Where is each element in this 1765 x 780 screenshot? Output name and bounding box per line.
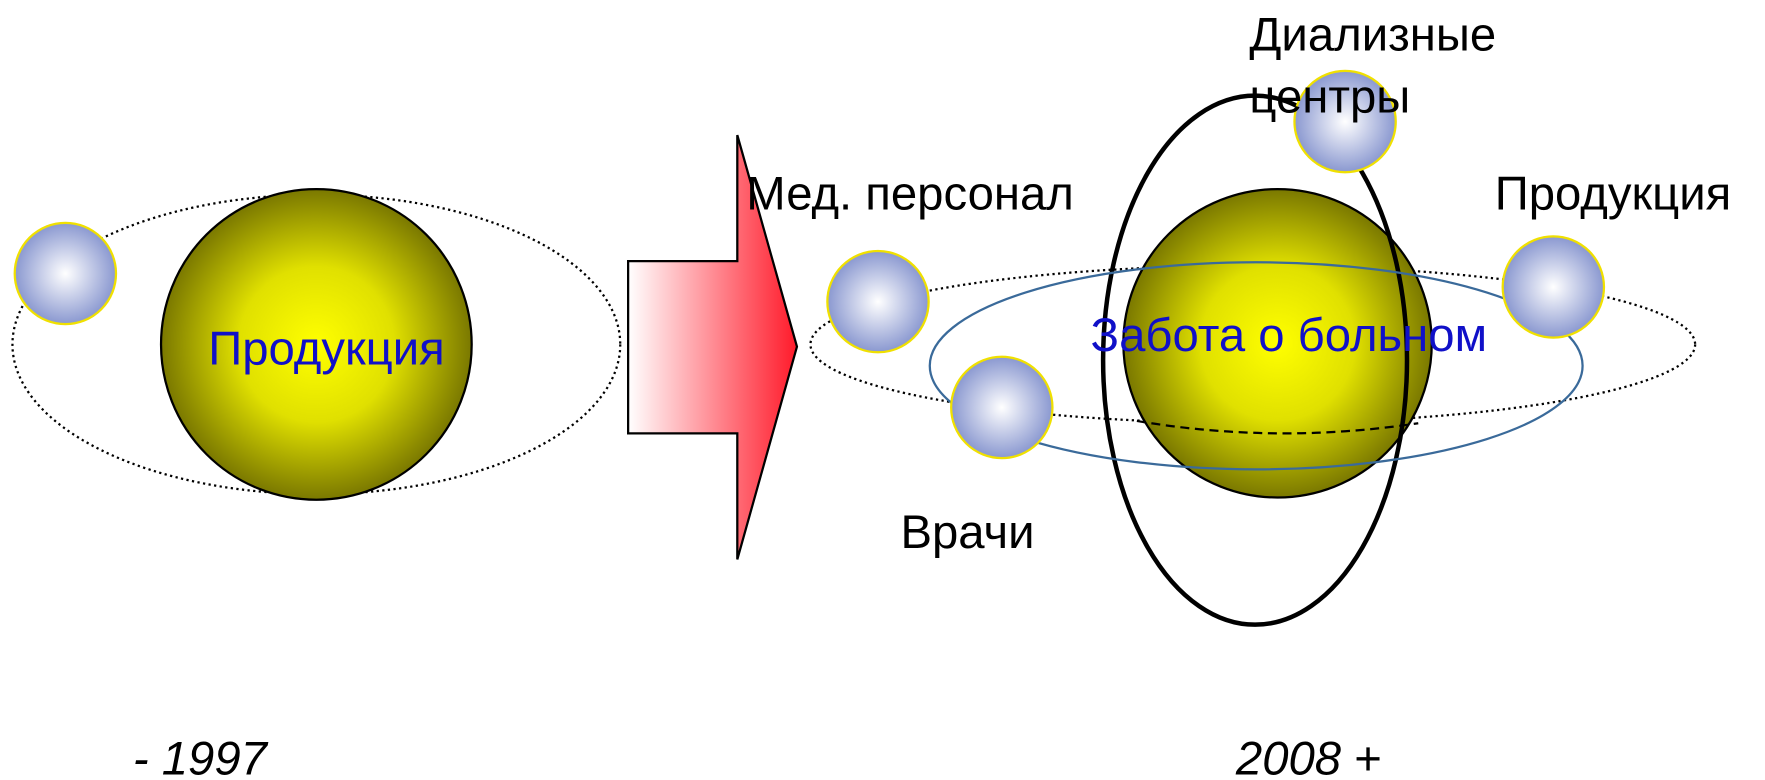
- year: 2008: [1235, 732, 1342, 780]
- satellite: [951, 357, 1052, 458]
- center-label: Забота о больном: [1091, 309, 1488, 362]
- page: Продукция Забота о больном Мед. персонал…: [0, 0, 1765, 780]
- year: 2008 +: [1235, 732, 1382, 780]
- satellite: [827, 251, 928, 352]
- label: Мед. персонал: [746, 167, 1074, 220]
- satellite: [1503, 236, 1604, 337]
- diagram: Продукция Забота о больном Мед. персонал…: [0, 0, 1765, 780]
- label: центры: [1249, 71, 1410, 124]
- label: Продукция: [1495, 167, 1731, 220]
- center-label: Продукция: [208, 323, 444, 376]
- label: Диализные: [1249, 9, 1496, 62]
- satellite: [15, 223, 116, 324]
- year: - 1997: [133, 732, 269, 780]
- year-suffix: +: [1354, 732, 1382, 780]
- label: Врачи: [901, 506, 1035, 559]
